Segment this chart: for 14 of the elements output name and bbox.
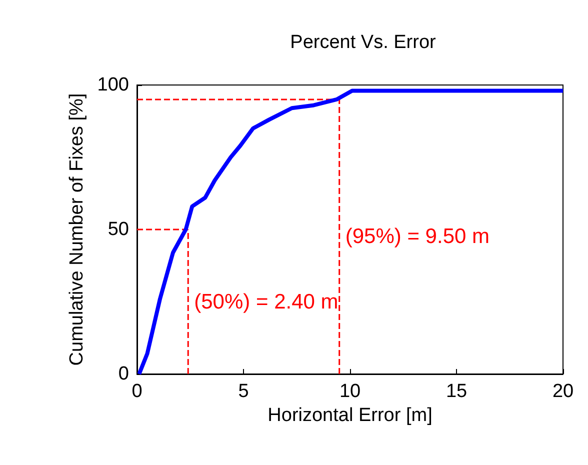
chart-title: Percent Vs. Error (290, 32, 437, 53)
x-tick-label: 20 (552, 381, 574, 402)
y-tick-label: 50 (108, 219, 129, 240)
ref-line-label: (50%) = 2.40 m (194, 290, 338, 314)
x-tick-label: 0 (132, 381, 142, 402)
ref-line-label: (95%) = 9.50 m (345, 225, 490, 248)
x-tick-label: 15 (446, 381, 468, 402)
y-tick-label: 100 (97, 74, 129, 96)
x-tick-label: 5 (238, 381, 249, 402)
line-series (137, 88, 565, 376)
y-axis-title: Cumulative Number of Fixes [%] (66, 93, 88, 366)
x-axis-title: Horizontal Error [m] (268, 404, 432, 426)
y-tick-label: 0 (118, 364, 129, 384)
x-tick-label: 10 (339, 381, 361, 402)
